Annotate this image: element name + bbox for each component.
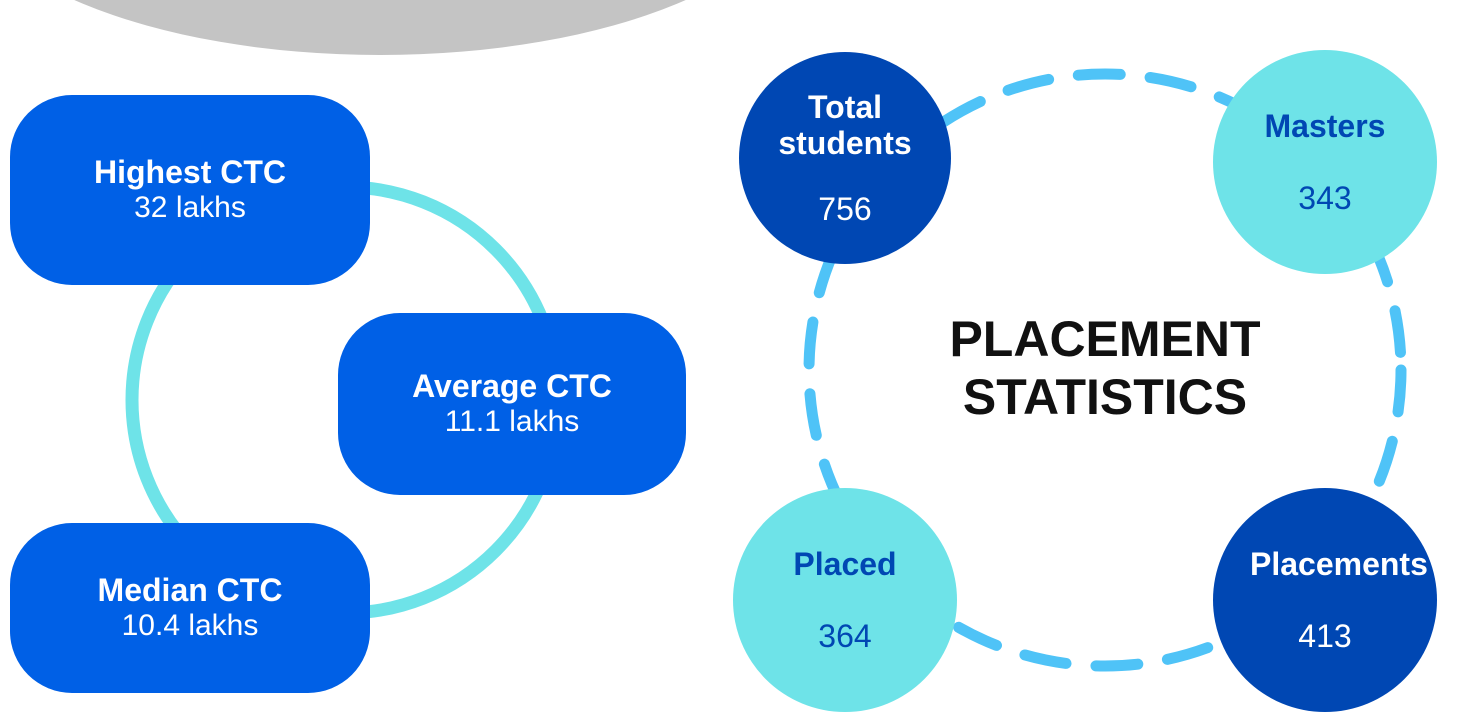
header-shape: [74, 0, 686, 55]
stat: Masters 343: [1213, 50, 1437, 274]
stat-value: 364: [818, 618, 872, 654]
stat-circle: [739, 52, 951, 264]
stat-label: Masters: [1264, 108, 1386, 144]
stat-circle: [733, 488, 957, 712]
ctc-box: [338, 313, 686, 495]
ctc-card: Median CTC 10.4 lakhs: [10, 523, 370, 693]
ctc-value: 11.1 lakhs: [444, 405, 580, 438]
title: PLACEMENT STATISTICS: [949, 311, 1261, 425]
stat-label: Placed: [793, 546, 897, 582]
ctc-card: Highest CTC 32 lakhs: [10, 95, 370, 285]
stat-label: Total students: [778, 89, 912, 161]
ctc-box: [10, 523, 370, 693]
ctc-value: 32 lakhs: [134, 191, 246, 224]
stat-value: 413: [1298, 618, 1352, 654]
ctc-label: Median CTC: [97, 572, 283, 608]
stat: Placements 413: [1213, 488, 1437, 712]
stat-circle: [1213, 488, 1437, 712]
stats-ring: [803, 68, 1407, 672]
ctc-card: Average CTC 11.1 lakhs: [338, 313, 686, 495]
stat-label: Placements: [1250, 546, 1428, 582]
ctc-box: [10, 95, 370, 285]
ctc-value: 10.4 lakhs: [121, 609, 259, 642]
stat-value: 343: [1298, 180, 1352, 216]
stat-circle: [1213, 50, 1437, 274]
stat-value: 756: [818, 191, 872, 227]
ctc-label: Highest CTC: [94, 154, 286, 190]
stat: Placed 364: [733, 488, 957, 712]
ctc-label: Average CTC: [412, 368, 612, 404]
stat: Total students 756: [739, 52, 951, 264]
